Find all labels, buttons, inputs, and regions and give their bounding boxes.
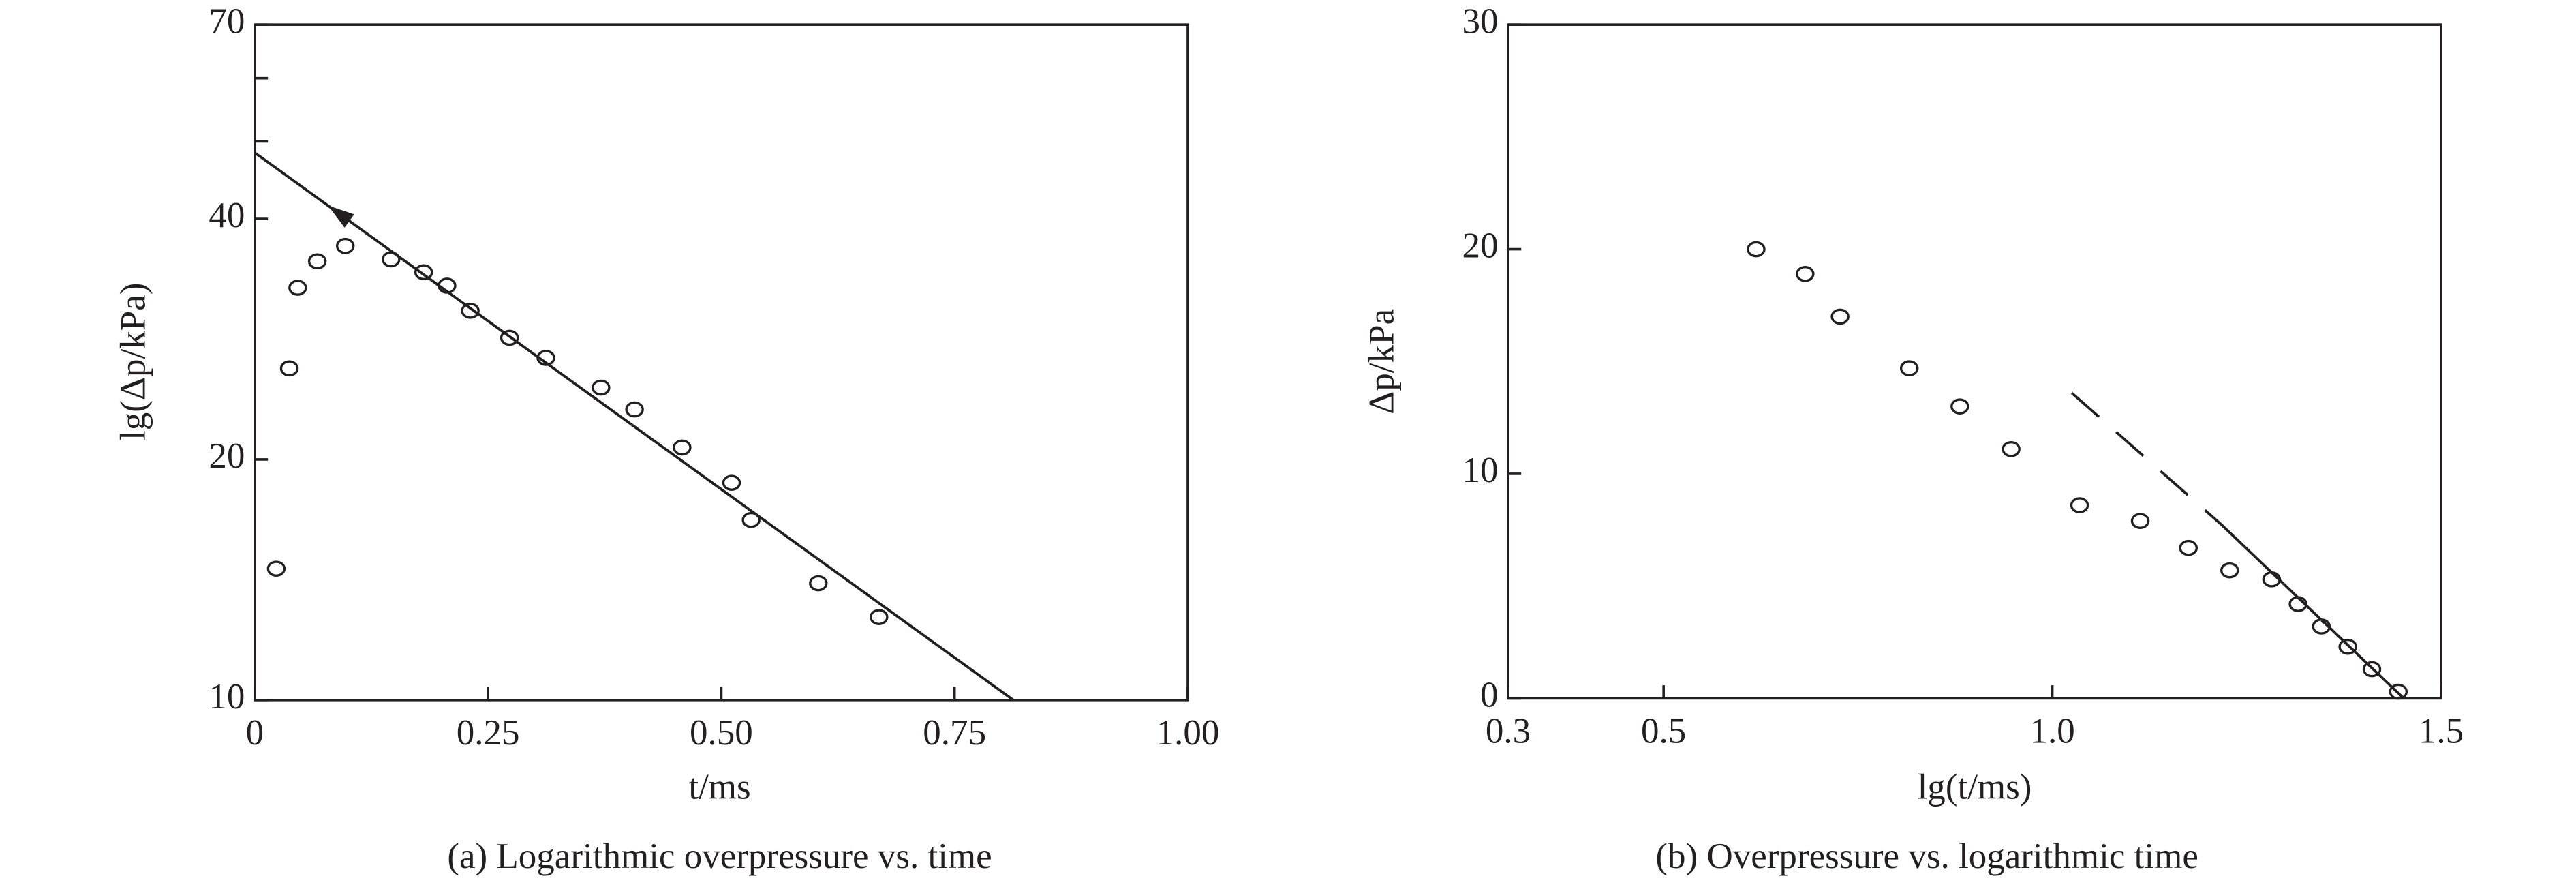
trend-line <box>2070 391 2222 526</box>
y-tick-label: 10 <box>209 677 245 717</box>
y-tick-label: 40 <box>209 196 245 235</box>
x-tick-label: 0.50 <box>690 713 753 753</box>
x-axis-label: lg(t/ms) <box>1918 768 2032 807</box>
x-tick-label: 0.75 <box>923 713 986 753</box>
y-tick-label: 0 <box>1480 676 1499 715</box>
y-tick-label: 30 <box>1462 1 1499 41</box>
data-point <box>1830 308 1850 325</box>
plot-frame <box>254 23 1189 702</box>
x-tick-label: 1.00 <box>1156 713 1220 753</box>
plot-frame <box>1507 23 2442 700</box>
data-point <box>288 280 307 296</box>
data-point <box>2002 440 2021 457</box>
data-point <box>741 511 761 528</box>
caption: (a) Logarithmic overpressure vs. time <box>447 837 992 876</box>
x-tick-label: 0.25 <box>457 713 520 753</box>
data-point <box>809 575 828 592</box>
data-point <box>592 379 611 396</box>
data-point <box>2179 539 2198 556</box>
data-point <box>722 474 741 491</box>
data-point <box>1950 398 1969 415</box>
caption: (b) Overpressure vs. logarithmic time <box>1655 837 2198 876</box>
data-point <box>1747 241 1766 258</box>
data-point <box>625 401 644 418</box>
x-tick-label: 0 <box>246 713 264 753</box>
y-axis-label: Δp/kPa <box>1362 309 1401 415</box>
y-tick-label: 70 <box>209 1 245 41</box>
data-point <box>279 360 299 377</box>
data-point <box>673 439 692 456</box>
y-tick-label: 20 <box>1462 226 1499 266</box>
y-tick-label: 10 <box>1462 451 1499 490</box>
x-tick-label: 1.5 <box>2419 712 2464 751</box>
data-point <box>461 302 480 319</box>
data-point <box>307 253 327 270</box>
data-point <box>870 609 889 625</box>
x-tick-label: 0.3 <box>1486 712 1531 751</box>
data-point <box>2389 683 2408 700</box>
arrow-head <box>328 205 354 228</box>
x-tick-label: 1.0 <box>2029 712 2074 751</box>
data-point <box>335 237 355 254</box>
data-point <box>2338 638 2357 655</box>
data-point <box>2362 661 2382 678</box>
y-axis-label: lg(Δp/kPa) <box>114 283 153 440</box>
data-point <box>2220 562 2239 579</box>
data-point <box>2070 497 2089 513</box>
y-tick-label: 20 <box>209 436 245 476</box>
x-axis-label: t/ms <box>688 768 750 807</box>
data-point <box>1796 265 1815 282</box>
data-point <box>266 560 286 577</box>
trend-line <box>254 151 1015 702</box>
data-point <box>2130 513 2150 529</box>
x-tick-label: 0.5 <box>1641 712 1686 751</box>
data-point <box>414 264 433 281</box>
trend-line <box>2220 523 2405 699</box>
data-point <box>1899 360 1919 376</box>
data-point <box>500 329 519 346</box>
